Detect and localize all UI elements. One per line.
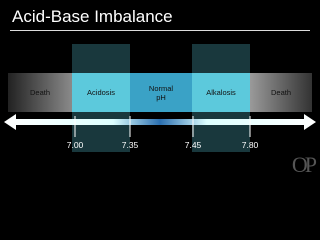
segment: Acidosis: [72, 73, 130, 112]
tick-marks: [74, 116, 251, 137]
segment: Alkalosis: [192, 73, 250, 112]
title-rule: [10, 30, 310, 31]
tick-label: 7.45: [184, 140, 202, 150]
ph-arrow: [4, 114, 316, 137]
segment-label: Normal pH: [148, 83, 174, 102]
slide: Acid-Base Imbalance Death Acidosis Norma…: [4, 7, 318, 177]
arrow: [4, 114, 316, 130]
tick-label: 7.80: [241, 140, 259, 150]
slide-title: Acid-Base Imbalance: [12, 7, 173, 26]
logo: OP: [291, 152, 317, 177]
segment: Death: [8, 73, 72, 112]
segment: Death: [250, 73, 312, 112]
segment: Normal pH: [130, 73, 192, 112]
tick-label: 7.00: [66, 140, 84, 150]
tick-label: 7.35: [121, 140, 139, 150]
